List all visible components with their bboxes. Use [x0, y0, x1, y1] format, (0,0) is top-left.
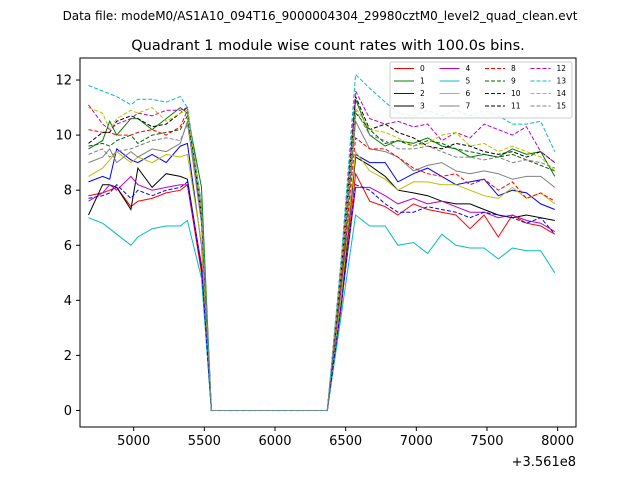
series-line-8: [88, 108, 556, 411]
legend-label-15: 15: [557, 102, 567, 111]
legend-label-8: 8: [511, 64, 516, 73]
legend-label-2: 2: [420, 89, 425, 98]
y-tick-label: 6: [64, 239, 72, 254]
series-line-14: [88, 106, 556, 411]
series-line-11: [88, 96, 556, 411]
legend-label-13: 13: [557, 77, 567, 86]
y-tick-label: 8: [64, 184, 72, 199]
legend-label-0: 0: [420, 64, 425, 73]
series-line-5: [88, 214, 556, 411]
y-tick-label: 10: [55, 129, 72, 144]
x-tick-label: 6000: [258, 434, 291, 449]
chart-title: Quadrant 1 module wise count rates with …: [131, 38, 525, 54]
legend-box: [389, 61, 573, 119]
series-line-15: [88, 108, 555, 411]
legend-label-1: 1: [420, 77, 425, 86]
series-line-4: [88, 175, 556, 411]
legend-label-9: 9: [511, 77, 516, 86]
series-line-3: [88, 156, 555, 411]
x-tick-label: 5000: [117, 434, 150, 449]
legend-label-10: 10: [511, 89, 521, 98]
plot-frame: [79, 57, 577, 428]
y-tick-label: 2: [64, 349, 72, 364]
x-offset-label: +3.561e8: [512, 455, 576, 470]
y-tick-label: 0: [64, 404, 72, 419]
legend-label-14: 14: [557, 89, 567, 98]
x-tick-label: 8000: [541, 434, 574, 449]
series-line-1: [88, 99, 556, 411]
legend-label-5: 5: [466, 77, 471, 86]
x-tick-label: 7000: [400, 434, 433, 449]
legend-label-4: 4: [466, 64, 471, 73]
legend-label-7: 7: [466, 102, 471, 111]
x-axis: 5000 5500 6000 6500 7000 7500 8000: [117, 427, 574, 449]
legend-label-3: 3: [420, 102, 425, 111]
series-line-7: [88, 119, 556, 411]
x-tick-label: 7500: [470, 434, 503, 449]
series-line-10: [88, 180, 556, 411]
series-line-6: [88, 150, 556, 411]
legend-label-12: 12: [557, 64, 567, 73]
x-tick-label: 5500: [188, 434, 221, 449]
y-tick-label: 12: [55, 74, 72, 89]
series-line-0: [88, 171, 556, 411]
series-line-2: [88, 142, 555, 411]
x-tick-label: 6500: [329, 434, 362, 449]
chart-suptitle: Data file: modeM0/AS1A10_094T16_90000043…: [63, 9, 578, 23]
legend-label-11: 11: [511, 102, 521, 111]
series-layer: [88, 73, 556, 411]
y-axis: 0 2 4 6 8 10 12: [55, 74, 80, 419]
legend-label-6: 6: [466, 89, 471, 98]
y-tick-label: 4: [64, 294, 72, 309]
